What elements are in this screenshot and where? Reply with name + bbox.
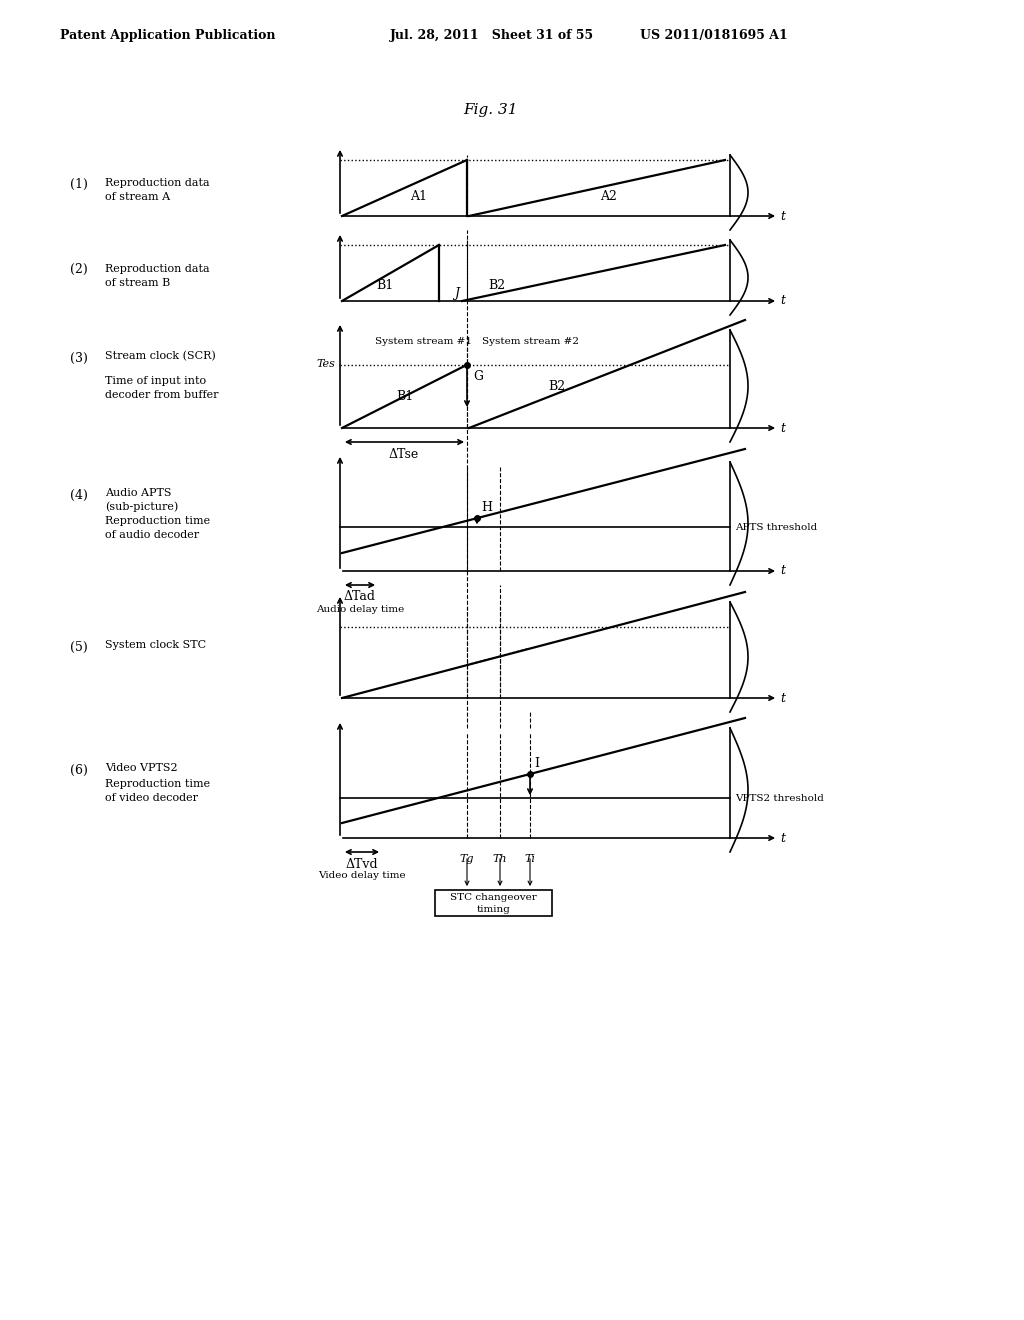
Text: of audio decoder: of audio decoder [105, 531, 199, 540]
Text: VPTS2 threshold: VPTS2 threshold [735, 793, 824, 803]
Text: Video VPTS2: Video VPTS2 [105, 763, 177, 774]
FancyBboxPatch shape [435, 890, 552, 916]
Text: ΔTad: ΔTad [344, 590, 376, 603]
Text: Audio delay time: Audio delay time [315, 605, 404, 614]
Text: decoder from buffer: decoder from buffer [105, 389, 218, 400]
Text: (sub-picture): (sub-picture) [105, 502, 178, 512]
Text: APTS threshold: APTS threshold [735, 523, 817, 532]
Text: of video decoder: of video decoder [105, 793, 198, 803]
Text: Video delay time: Video delay time [318, 871, 406, 880]
Text: STC changeover: STC changeover [451, 894, 537, 903]
Text: t: t [780, 210, 785, 223]
Text: (1): (1) [70, 178, 88, 191]
Text: t: t [780, 421, 785, 434]
Text: Jul. 28, 2011   Sheet 31 of 55: Jul. 28, 2011 Sheet 31 of 55 [390, 29, 594, 41]
Text: I: I [534, 756, 539, 770]
Text: Reproduction time: Reproduction time [105, 516, 210, 527]
Text: Reproduction data: Reproduction data [105, 177, 210, 187]
Text: Tg: Tg [460, 854, 474, 865]
Text: ΔTvd: ΔTvd [346, 858, 378, 870]
Text: System stream #1: System stream #1 [375, 337, 472, 346]
Text: timing: timing [476, 904, 510, 913]
Text: Tes: Tes [316, 359, 335, 368]
Text: of stream B: of stream B [105, 277, 170, 288]
Text: Reproduction data: Reproduction data [105, 264, 210, 275]
Text: G: G [473, 370, 483, 383]
Text: Fig. 31: Fig. 31 [463, 103, 517, 117]
Text: A2: A2 [600, 190, 616, 203]
Text: (2): (2) [71, 263, 88, 276]
Text: Audio APTS: Audio APTS [105, 488, 171, 499]
Text: t: t [780, 565, 785, 578]
Text: A1: A1 [410, 190, 427, 203]
Text: ΔTse: ΔTse [388, 447, 419, 461]
Text: (6): (6) [70, 763, 88, 776]
Text: J: J [455, 286, 460, 300]
Text: Patent Application Publication: Patent Application Publication [60, 29, 275, 41]
Text: Ti: Ti [524, 854, 536, 865]
Text: Stream clock (SCR): Stream clock (SCR) [105, 351, 216, 362]
Text: B2: B2 [549, 380, 565, 392]
Text: Th: Th [493, 854, 507, 865]
Text: H: H [481, 502, 492, 513]
Text: (5): (5) [71, 640, 88, 653]
Text: Reproduction time: Reproduction time [105, 779, 210, 789]
Text: t: t [780, 294, 785, 308]
Text: System stream #2: System stream #2 [482, 337, 579, 346]
Text: (3): (3) [70, 351, 88, 364]
Text: B1: B1 [376, 279, 393, 292]
Text: US 2011/0181695 A1: US 2011/0181695 A1 [640, 29, 787, 41]
Text: (4): (4) [70, 488, 88, 502]
Text: t: t [780, 832, 785, 845]
Text: Time of input into: Time of input into [105, 376, 206, 385]
Text: B2: B2 [488, 279, 506, 292]
Text: of stream A: of stream A [105, 191, 170, 202]
Text: System clock STC: System clock STC [105, 640, 206, 649]
Text: t: t [780, 692, 785, 705]
Text: B1: B1 [396, 389, 414, 403]
